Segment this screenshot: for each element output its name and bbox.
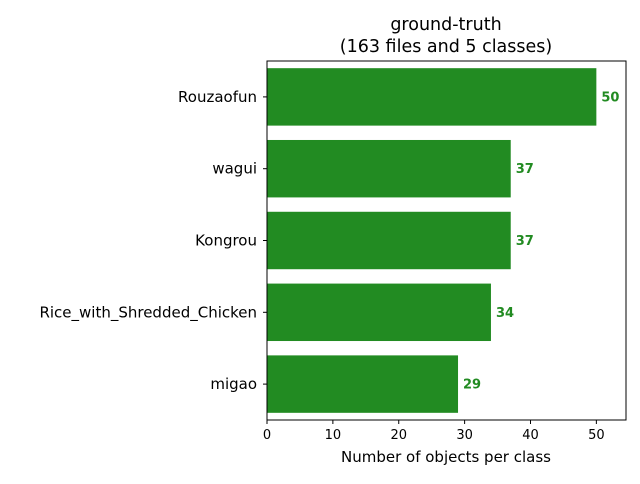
x-tick-label-40: 40 <box>522 428 539 443</box>
value-label-Rice_with_Shredded_Chicken: 34 <box>496 306 514 321</box>
bar-Rouzaofun <box>267 68 597 126</box>
bar-wagui <box>267 139 511 198</box>
y-tick-label-wagui: wagui <box>212 160 257 178</box>
chart-title-line2: (163 files and 5 classes) <box>340 37 552 57</box>
bars-group <box>267 68 597 413</box>
x-tick-label-20: 20 <box>390 428 407 443</box>
y-tick-label-Rouzaofun: Rouzaofun <box>178 88 257 106</box>
x-tick-label-30: 30 <box>456 428 473 443</box>
value-label-Kongrou: 37 <box>516 234 534 249</box>
y-tick-label-Kongrou: Kongrou <box>195 232 257 250</box>
bar-Rice_with_Shredded_Chicken <box>267 283 491 342</box>
value-label-migao: 29 <box>463 378 481 393</box>
value-label-wagui: 37 <box>516 162 534 177</box>
chart-title-line1: ground-truth <box>390 15 501 35</box>
bar-migao <box>267 355 459 413</box>
x-axis-ticks: 0 10 20 30 40 50 <box>263 420 605 443</box>
x-tick-label-10: 10 <box>325 428 342 443</box>
value-labels-group: 50 37 37 34 29 <box>463 90 619 392</box>
y-axis-ticks: Rouzaofun wagui Kongrou Rice_with_Shredded_… <box>39 88 267 393</box>
bar-Kongrou <box>267 211 511 270</box>
x-axis-label: Number of objects per class <box>341 448 551 466</box>
plot-frame <box>266 60 627 421</box>
y-tick-label-migao: migao <box>210 375 257 393</box>
y-tick-label-Rice_with_Shredded_Chicken: Rice_with_Shredded_Chicken <box>39 303 257 322</box>
x-tick-label-0: 0 <box>263 428 271 443</box>
value-label-Rouzaofun: 50 <box>601 90 619 105</box>
x-tick-label-50: 50 <box>588 428 605 443</box>
